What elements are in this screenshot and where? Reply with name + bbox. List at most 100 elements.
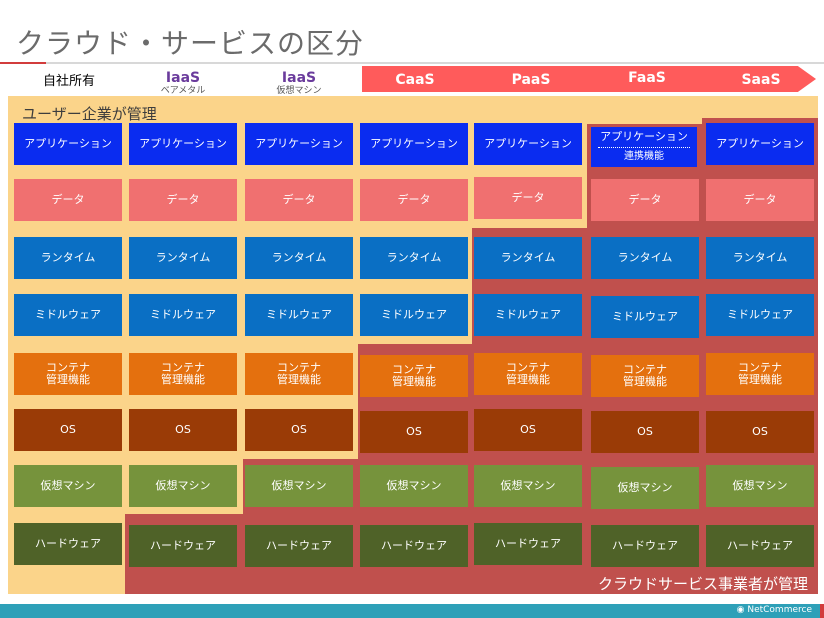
footer-bar [0,604,824,618]
column-header-iaas-baremetal: IaaS ベアメタル [128,70,238,97]
layer-application: アプリケーション [474,123,582,165]
layer-hardware: ハードウェア [706,525,814,567]
layer-label: 管理機能 [738,373,782,386]
layer-label: コンテナ [46,361,90,374]
logo-text: NetCommerce [747,605,812,615]
layer-middleware: ミドルウェア [706,294,814,336]
vendor-managed-label: クラウドサービス事業者が管理 [597,575,808,593]
layer-runtime: ランタイム [591,237,699,279]
layer-label: アプリケーション [139,137,227,150]
layer-runtime: ランタイム [129,237,237,279]
layer-runtime: ランタイム [706,237,814,279]
layer-application: アプリケーション [129,123,237,165]
layer-application: アプリケーション [360,123,468,165]
layer-label: アプリケーション [255,137,343,150]
layer-hardware: ハードウェア [129,525,237,567]
layer-container-management: コンテナ 管理機能 [245,353,353,395]
layer-label: データ [51,193,85,206]
layer-label: コンテナ [506,361,550,374]
layer-container-management: コンテナ 管理機能 [129,353,237,395]
layer-hardware: ハードウェア [474,523,582,565]
layer-label: ランタイム [386,251,442,264]
layer-label: ハードウェア [35,537,101,550]
layer-label: ミドルウェア [495,308,561,321]
layer-runtime: ランタイム [14,237,122,279]
layer-hardware: ハードウェア [360,525,468,567]
layer-data: データ [245,179,353,221]
layer-label: ミドルウェア [150,308,216,321]
layer-label: データ [166,193,200,206]
title-divider-accent [0,62,46,64]
layer-label: ランタイム [500,251,556,264]
layer-label: ミドルウェア [381,308,447,321]
layer-label: ミドルウェア [727,308,793,321]
layer-middleware: ミドルウェア [14,294,122,336]
layer-data: データ [360,179,468,221]
layer-label: アプリケーション [600,130,688,143]
layer-label: ミドルウェア [612,310,678,323]
layer-label: ランタイム [40,251,96,264]
layer-label: アプリケーション [484,137,572,150]
layer-label: 仮想マシン [40,479,96,492]
layer-label: 管理機能 [392,375,436,388]
layer-label: コンテナ [623,363,667,376]
layer-container-management: コンテナ 管理機能 [474,353,582,395]
layer-label: 仮想マシン [617,481,673,494]
column-header-caas: CaaS [360,72,470,88]
layer-label: ミドルウェア [266,308,332,321]
layer-label: ハードウェア [612,539,678,552]
layer-data: データ [591,179,699,221]
footer-logo: ◉ NetCommerce [737,605,812,615]
layer-application: アプリケーション [14,123,122,165]
layer-data: データ [129,179,237,221]
layer-virtual-machine: 仮想マシン [360,465,468,507]
layer-hardware: ハードウェア [14,523,122,565]
layer-os: OS [245,409,353,451]
layer-label: ハードウェア [727,539,793,552]
column-header-faas: FaaS [592,70,702,86]
layer-label: コンテナ [277,361,321,374]
layer-middleware: ミドルウェア [129,294,237,336]
layer-os: OS [706,411,814,453]
layer-label: OS [520,423,536,436]
layer-label: 仮想マシン [155,479,211,492]
layer-label: データ [397,193,431,206]
layer-label: アプリケーション [370,137,458,150]
layer-container-management: コンテナ 管理機能 [360,355,468,397]
layer-virtual-machine: 仮想マシン [245,465,353,507]
footer-accent [820,604,824,618]
layer-label: アプリケーション [716,137,804,150]
layer-application: アプリケーション [245,123,353,165]
layer-label: ハードウェア [266,539,332,552]
layer-label: ハードウェア [150,539,216,552]
layer-label: ハードウェア [381,539,447,552]
layer-os: OS [360,411,468,453]
layer-runtime: ランタイム [360,237,468,279]
globe-icon: ◉ [736,605,745,615]
layer-label: コンテナ [161,361,205,374]
layer-label: OS [291,423,307,436]
layer-label: データ [282,193,316,206]
layer-middleware: ミドルウェア [591,296,699,338]
user-managed-label: ユーザー企業が管理 [22,105,157,123]
layer-hardware: ハードウェア [245,525,353,567]
layer-label: 仮想マシン [386,479,442,492]
layer-label: ミドルウェア [35,308,101,321]
column-header-label: IaaS [281,70,317,86]
layer-label: OS [752,425,768,438]
layer-label: 仮想マシン [500,479,556,492]
layer-middleware: ミドルウェア [360,294,468,336]
layer-label: 管理機能 [277,373,321,386]
layer-virtual-machine: 仮想マシン [474,465,582,507]
column-header-label: 自社所有 [42,74,95,89]
column-header-saas: SaaS [706,72,816,88]
page-title: クラウド・サービスの区分 [16,27,365,60]
layer-label: 仮想マシン [732,479,788,492]
layer-label: OS [175,423,191,436]
layer-runtime: ランタイム [474,237,582,279]
layer-label: OS [637,425,653,438]
column-header-label: IaaS [165,70,201,86]
layer-label: ランタイム [617,251,673,264]
column-header-sublabel: ベアメタル [160,86,206,96]
layer-data: データ [706,179,814,221]
